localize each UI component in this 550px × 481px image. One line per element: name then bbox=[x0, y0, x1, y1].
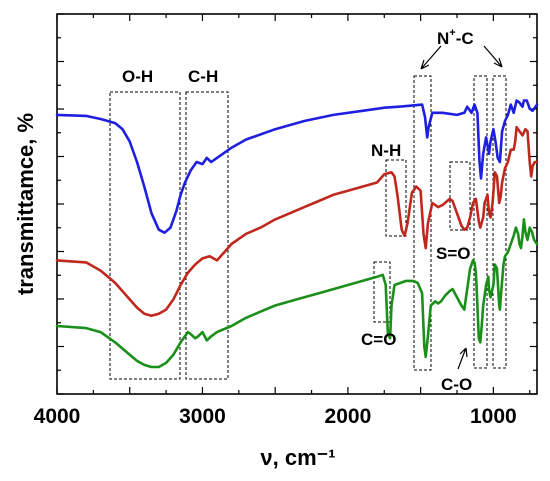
annot-nh: N-H bbox=[371, 141, 401, 160]
series-line-1 bbox=[55, 99, 539, 234]
x-tick-label-4000: 4000 bbox=[34, 405, 81, 428]
series-line-2 bbox=[55, 125, 539, 318]
box-ch bbox=[185, 91, 229, 380]
box-co-double bbox=[373, 261, 391, 323]
series-layer bbox=[55, 99, 539, 369]
box-nplus-right bbox=[492, 75, 507, 369]
arrow-nplus-left-icon bbox=[420, 45, 442, 70]
arrow-nplus-right-icon bbox=[483, 45, 503, 68]
annot-co-single: C-O bbox=[441, 375, 472, 394]
x-tick-label-2000: 2000 bbox=[325, 405, 372, 428]
annot-ch: C-H bbox=[188, 67, 218, 86]
annot-nplus-c: N+-C bbox=[437, 27, 474, 48]
box-oh bbox=[109, 91, 181, 380]
annot-nplus-n: N bbox=[437, 29, 449, 48]
box-nh bbox=[385, 159, 407, 237]
annot-so: S=O bbox=[436, 244, 471, 263]
annotation-boxes bbox=[109, 75, 507, 380]
y-axis-title: transmittamce, % bbox=[13, 113, 38, 295]
box-so bbox=[449, 161, 471, 231]
x-tick-labels: 4000 3000 2000 1000 bbox=[34, 405, 517, 428]
box-co-single bbox=[473, 75, 488, 369]
arrow-co-single-icon bbox=[457, 347, 468, 370]
annot-nplus-sup: + bbox=[449, 27, 455, 39]
annot-nplus-tail: -C bbox=[456, 29, 474, 48]
x-axis-title: ν, cm⁻¹ bbox=[260, 445, 335, 470]
annot-co-double: C=O bbox=[361, 330, 396, 349]
band-annotations: O-H C-H N-H C=O S=O C-O N+-C bbox=[122, 27, 503, 394]
box-nplus-left bbox=[413, 75, 432, 371]
annot-oh: O-H bbox=[122, 67, 153, 86]
series-line-3 bbox=[55, 218, 539, 369]
x-tick-label-3000: 3000 bbox=[179, 405, 226, 428]
x-tick-label-1000: 1000 bbox=[470, 405, 517, 428]
